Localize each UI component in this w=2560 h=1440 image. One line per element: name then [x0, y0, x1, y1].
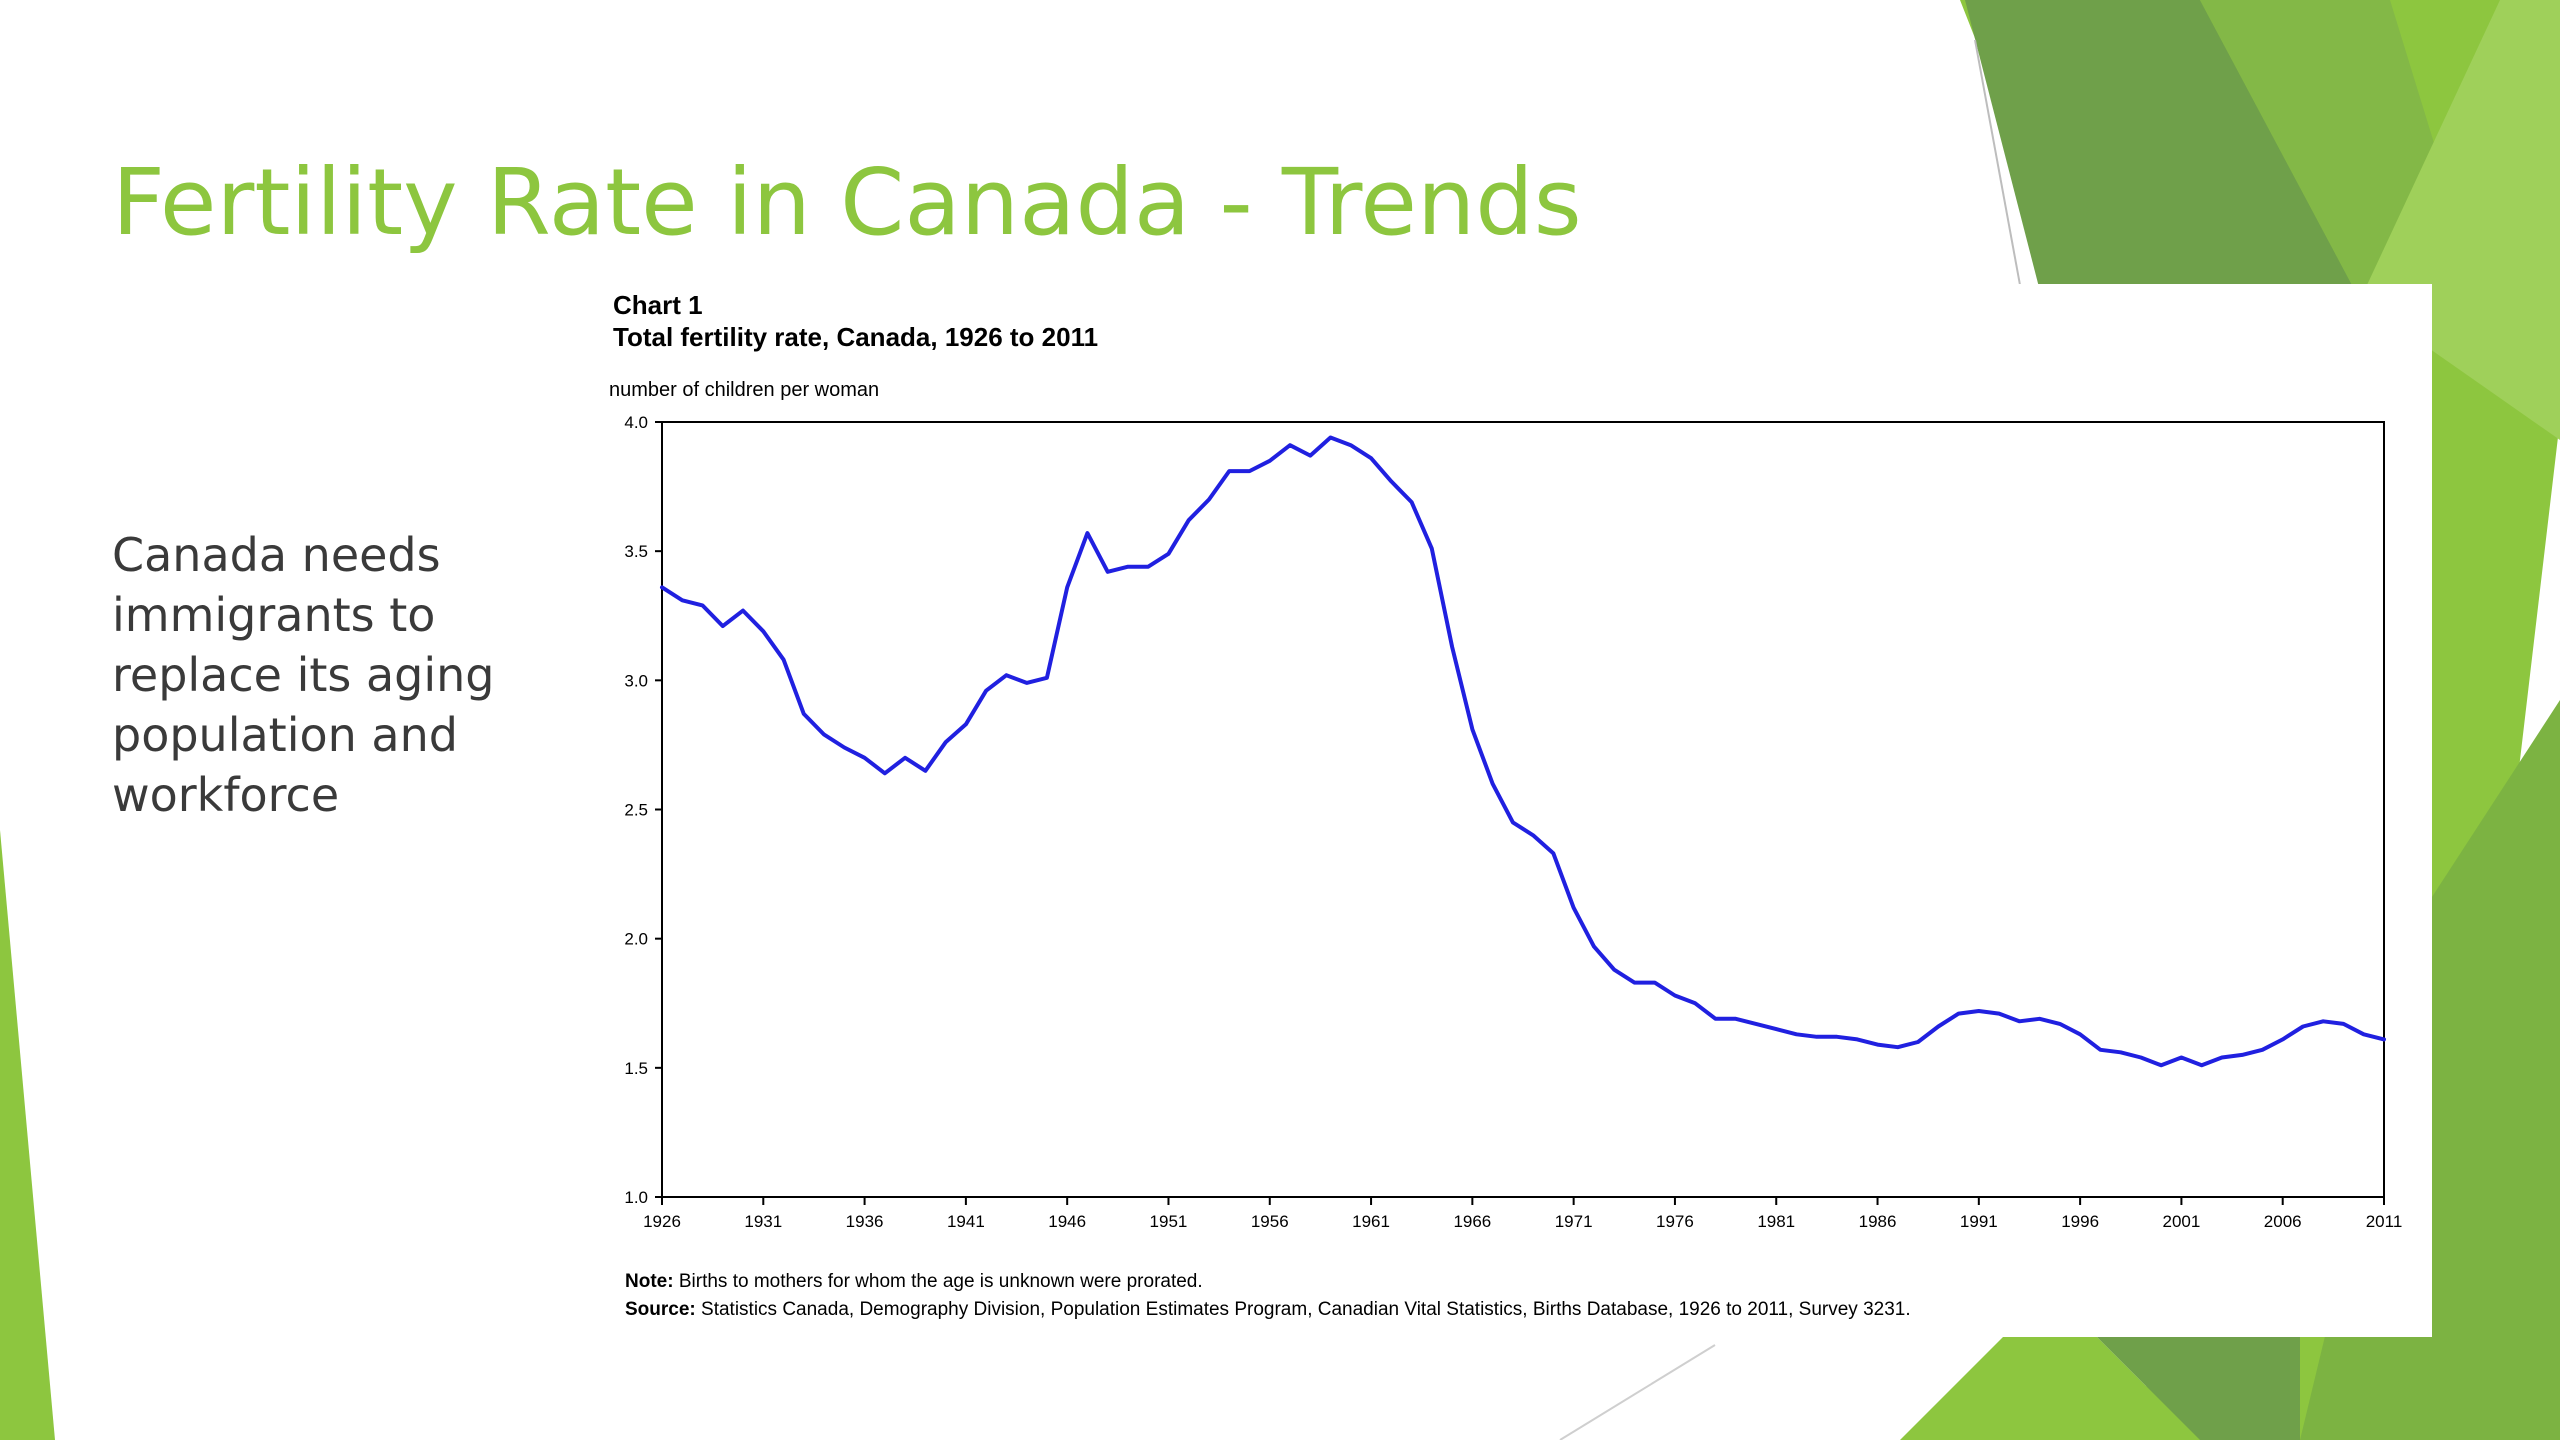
chart-notes: Note: Births to mothers for whom the age… [625, 1268, 1911, 1324]
source-line: Source: Statistics Canada, Demography Di… [625, 1296, 1911, 1324]
x-tick-label: 1991 [1960, 1212, 1998, 1231]
y-tick-label: 4.0 [624, 413, 648, 432]
x-tick-label: 2006 [2264, 1212, 2302, 1231]
body-line: immigrants to [112, 588, 436, 642]
source-label: Source: [625, 1299, 696, 1320]
y-tick-label: 2.5 [624, 801, 648, 820]
plot-frame [661, 421, 2385, 1198]
x-tick-label: 1946 [1048, 1212, 1086, 1231]
body-line: Canada needs [112, 528, 441, 582]
note-label: Note: [625, 1271, 674, 1292]
note-text: Births to mothers for whom the age is un… [678, 1271, 1203, 1292]
chart-label: Chart 1 [613, 290, 703, 320]
y-tick-label: 1.5 [624, 1059, 648, 1078]
x-tick-label: 1966 [1453, 1212, 1491, 1231]
y-tick-label: 3.5 [624, 542, 648, 561]
series-line-1 [660, 435, 2386, 1068]
note-line: Note: Births to mothers for whom the age… [625, 1268, 1911, 1296]
chart-panel: Chart 1 Total fertility rate, Canada, 19… [593, 284, 2432, 1337]
slide-body-text: Canada needs immigrants to replace its a… [112, 525, 654, 825]
chart-title: Total fertility rate, Canada, 1926 to 20… [613, 322, 1099, 352]
x-tick-label: 2001 [2162, 1212, 2200, 1231]
slide-title: Fertility Rate in Canada - Trends [112, 149, 1582, 256]
x-tick-label: 1986 [1859, 1212, 1897, 1231]
x-tick-label: 1931 [744, 1212, 782, 1231]
x-tick-label: 1976 [1656, 1212, 1694, 1231]
x-tick-label: 1961 [1352, 1212, 1390, 1231]
x-tick-label: 1941 [947, 1212, 985, 1231]
body-line: replace its aging [112, 648, 495, 702]
y-tick-label: 1.0 [624, 1188, 648, 1207]
x-tick-label: 1971 [1555, 1212, 1593, 1231]
body-line: workforce [112, 768, 340, 822]
y-axis-label: number of children per woman [609, 379, 879, 401]
x-tick-label: 1956 [1251, 1212, 1289, 1231]
x-tick-label: 1951 [1150, 1212, 1188, 1231]
source-text: Statistics Canada, Demography Division, … [701, 1299, 1911, 1320]
y-tick-label: 3.0 [624, 671, 648, 690]
body-line: population and [112, 708, 458, 762]
x-tick-label: 1996 [2061, 1212, 2099, 1231]
x-tick-label: 1936 [846, 1212, 884, 1231]
x-tick-label: 2011 [2366, 1212, 2403, 1231]
y-tick-label: 2.0 [624, 930, 648, 949]
x-tick-label: 1926 [643, 1212, 681, 1231]
x-tick-label: 1981 [1757, 1212, 1795, 1231]
line-chart: number of children per woman 1.0 1.5 2.0 2.5… [609, 379, 2403, 1231]
